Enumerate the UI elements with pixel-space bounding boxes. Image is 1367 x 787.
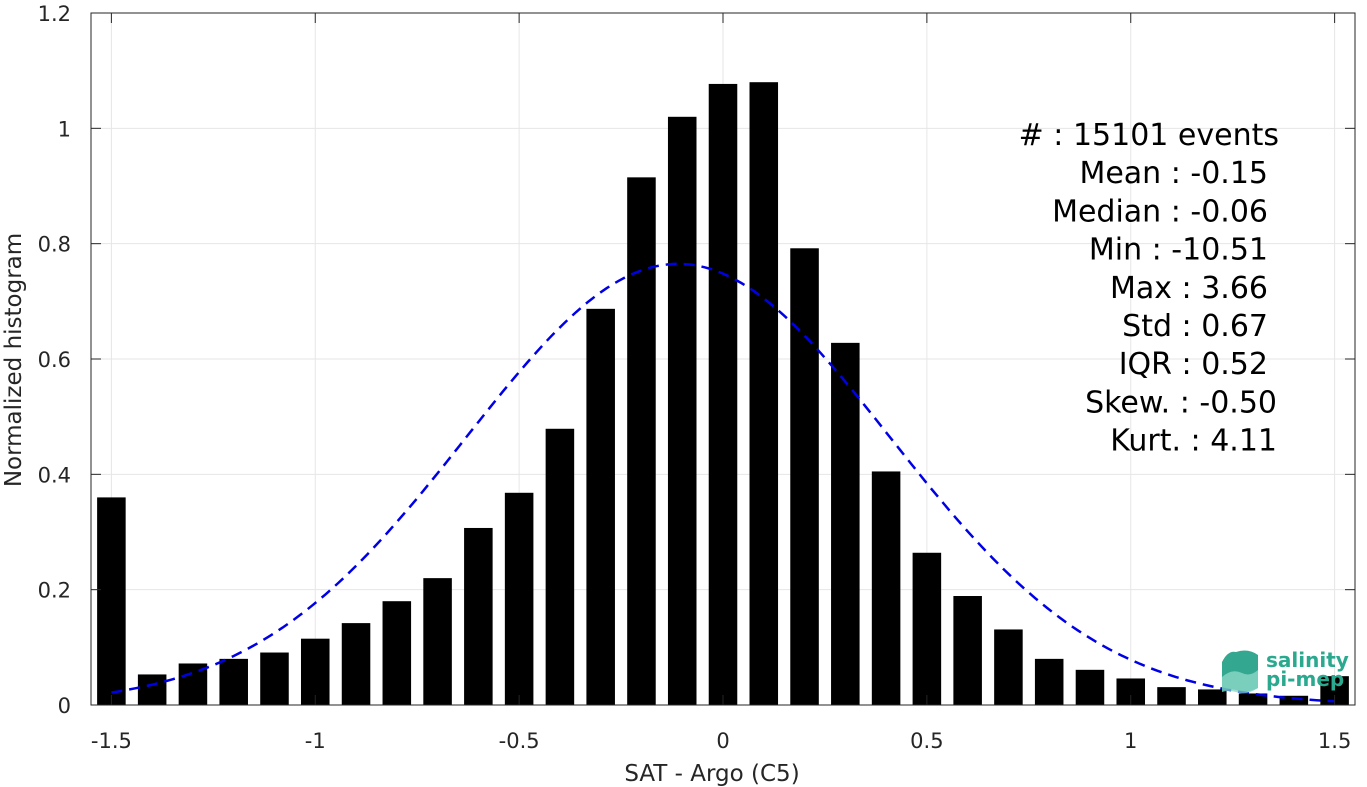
x-tick-label: 1: [1124, 729, 1137, 753]
x-tick-label: 0.5: [910, 729, 943, 753]
bars: [97, 82, 1349, 706]
histogram-bar: [994, 629, 1023, 705]
wave-logo-icon: [1222, 650, 1258, 694]
logo-text-salinity: salinity: [1266, 648, 1349, 672]
stat-line: Std : 0.67: [1122, 309, 1268, 344]
y-tick-label: 0: [58, 694, 71, 718]
stat-line: Max : 3.66: [1110, 271, 1268, 306]
y-tick-label: 0.2: [38, 579, 71, 603]
histogram-bar: [586, 308, 615, 705]
histogram-bar: [219, 658, 248, 705]
histogram-bar: [1279, 695, 1309, 705]
y-tick-label: 0.8: [38, 233, 71, 257]
histogram-bar: [627, 177, 656, 706]
y-axis-label: Normalized histogram: [1, 233, 27, 487]
histogram-bar: [1034, 658, 1064, 705]
histogram-bar: [831, 342, 860, 705]
histogram-bar: [953, 596, 982, 705]
histogram-bar: [790, 248, 819, 705]
stat-line: Median : -0.06: [1052, 194, 1268, 229]
histogram-bar: [137, 674, 167, 705]
histogram-bar: [300, 638, 330, 705]
histogram-bar: [545, 428, 575, 705]
normal-fit-curve: [111, 262, 1335, 703]
x-axis: -1.5 -1 -0.5 0 0.5 1 1.5: [91, 13, 1351, 753]
x-axis-label: SAT - Argo (C5): [624, 761, 799, 787]
histogram-bar: [871, 471, 901, 705]
y-tick-label: 0.4: [38, 463, 71, 487]
x-tick-label: -1.5: [91, 729, 132, 753]
y-axis: 0 0.2 0.4 0.6 0.8 1 1.2: [38, 2, 1355, 718]
histogram-bar: [97, 497, 126, 705]
stat-line: # : 15101 events: [1019, 118, 1279, 153]
x-tick-label: -1: [305, 729, 326, 753]
histogram-bar: [260, 652, 289, 705]
y-tick-label: 1.2: [38, 2, 71, 26]
x-tick-label: -0.5: [499, 729, 540, 753]
x-tick-label: 1.5: [1318, 729, 1351, 753]
histogram-bar: [1157, 687, 1186, 705]
logo-text-pi-mep: pi-mep: [1266, 667, 1344, 691]
histogram-bar: [749, 82, 779, 705]
histogram-bar: [1238, 693, 1268, 705]
histogram-bar: [667, 116, 697, 706]
salinity-pi-mep-logo: salinity pi-mep: [1222, 648, 1349, 694]
histogram-bar: [382, 601, 412, 705]
histogram-bar: [1198, 689, 1227, 705]
histogram-bar: [912, 552, 942, 705]
stat-line: Min : -10.51: [1089, 233, 1268, 268]
histogram-bar: [464, 527, 493, 705]
stat-line: IQR : 0.52: [1119, 347, 1268, 382]
y-tick-label: 0.6: [38, 348, 71, 372]
histogram-bar: [1075, 669, 1105, 705]
histogram-bar: [708, 83, 738, 706]
histogram-bar: [423, 578, 452, 705]
y-tick-label: 1: [58, 117, 71, 141]
histogram-bar: [341, 623, 371, 705]
histogram-bar: [504, 492, 534, 705]
stat-line: Mean : -0.15: [1079, 156, 1268, 191]
stat-line: Kurt. : 4.11: [1110, 424, 1277, 459]
x-tick-label: 0: [716, 729, 729, 753]
stat-line: Skew. : -0.50: [1085, 385, 1277, 420]
